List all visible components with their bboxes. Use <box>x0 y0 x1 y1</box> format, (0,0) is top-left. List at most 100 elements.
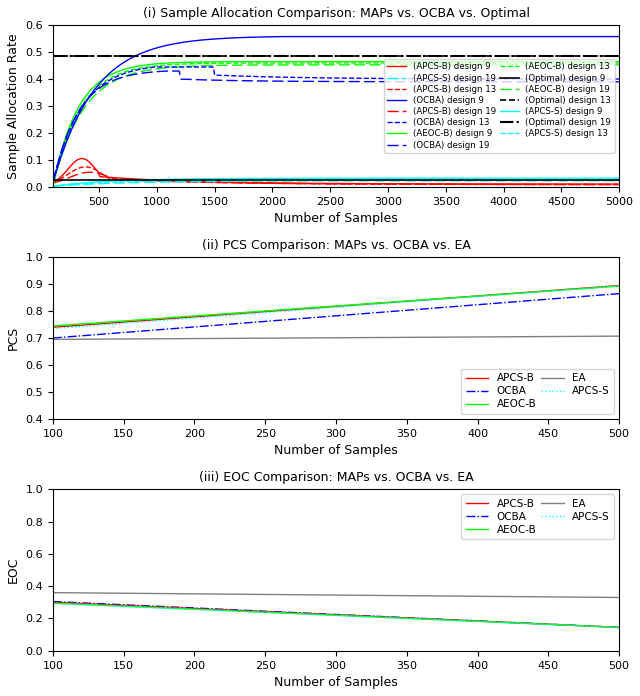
APCS-B <box>200 605 207 613</box>
Title: (iii) EOC Comparison: MAPs vs. OCBA vs. EA: (iii) EOC Comparison: MAPs vs. OCBA vs. … <box>198 471 474 484</box>
APCS-B <box>154 603 162 611</box>
EA <box>567 593 575 601</box>
APCS-S <box>154 604 162 612</box>
APCS-B <box>49 598 57 606</box>
APCS-B <box>615 623 623 631</box>
AEOC-B <box>567 621 575 629</box>
Y-axis label: EOC: EOC <box>7 557 20 583</box>
X-axis label: Number of Samples: Number of Samples <box>274 676 398 689</box>
AEOC-B <box>83 601 91 609</box>
APCS-S <box>200 606 207 614</box>
OCBA <box>615 290 623 298</box>
EA <box>154 590 162 598</box>
OCBA <box>49 334 57 342</box>
AEOC-B <box>567 285 575 294</box>
AEOC-B <box>49 322 57 330</box>
APCS-B <box>49 323 57 331</box>
OCBA <box>567 621 575 629</box>
AEOC-B <box>49 599 57 608</box>
AEOC-B <box>72 320 79 329</box>
EA <box>587 332 595 340</box>
APCS-B <box>200 312 207 320</box>
AEOC-B <box>615 282 623 290</box>
OCBA <box>567 293 575 301</box>
APCS-B <box>615 281 623 290</box>
AEOC-B <box>615 623 623 631</box>
APCS-S <box>587 622 595 631</box>
OCBA <box>587 622 595 631</box>
OCBA <box>72 599 79 607</box>
EA <box>587 593 595 601</box>
X-axis label: Number of Samples: Number of Samples <box>274 212 398 225</box>
Line: AEOC-B: AEOC-B <box>53 603 619 627</box>
APCS-S <box>83 601 91 609</box>
AEOC-B <box>587 622 595 631</box>
APCS-S <box>49 599 57 608</box>
OCBA <box>72 332 79 340</box>
APCS-S <box>567 285 575 294</box>
EA <box>567 332 575 340</box>
APCS-B <box>83 600 91 608</box>
AEOC-B <box>83 319 91 328</box>
Title: (i) Sample Allocation Comparison: MAPs vs. OCBA vs. Optimal: (i) Sample Allocation Comparison: MAPs v… <box>143 7 529 20</box>
AEOC-B <box>200 311 207 319</box>
EA <box>72 589 79 597</box>
AEOC-B <box>72 600 79 608</box>
APCS-S <box>72 601 79 609</box>
APCS-S <box>200 313 207 322</box>
APCS-B <box>154 315 162 324</box>
APCS-S <box>615 282 623 290</box>
EA <box>83 589 91 597</box>
APCS-B <box>83 321 91 329</box>
OCBA <box>587 292 595 300</box>
OCBA <box>83 331 91 340</box>
OCBA <box>200 604 207 612</box>
APCS-B <box>587 622 595 631</box>
EA <box>72 335 79 343</box>
APCS-S <box>587 284 595 292</box>
OCBA <box>154 602 162 610</box>
APCS-S <box>567 622 575 630</box>
Line: EA: EA <box>53 336 619 340</box>
EA <box>49 588 57 596</box>
APCS-B <box>567 621 575 629</box>
AEOC-B <box>154 603 162 612</box>
OCBA <box>154 326 162 334</box>
OCBA <box>200 322 207 331</box>
Y-axis label: PCS: PCS <box>7 326 20 350</box>
APCS-S <box>83 322 91 330</box>
APCS-S <box>72 323 79 331</box>
Legend: APCS-B, OCBA, AEOC-B, EA, APCS-S: APCS-B, OCBA, AEOC-B, EA, APCS-S <box>461 369 614 413</box>
AEOC-B <box>200 606 207 614</box>
AEOC-B <box>587 284 595 292</box>
EA <box>200 590 207 598</box>
Title: (ii) PCS Comparison: MAPs vs. OCBA vs. EA: (ii) PCS Comparison: MAPs vs. OCBA vs. E… <box>202 239 470 252</box>
APCS-B <box>72 599 79 608</box>
OCBA <box>49 597 57 606</box>
EA <box>83 335 91 343</box>
Line: OCBA: OCBA <box>53 601 619 627</box>
EA <box>615 593 623 601</box>
OCBA <box>615 623 623 631</box>
AEOC-B <box>154 315 162 323</box>
Line: APCS-B: APCS-B <box>53 602 619 627</box>
Line: AEOC-B: AEOC-B <box>53 286 619 326</box>
EA <box>49 335 57 344</box>
Line: APCS-B: APCS-B <box>53 285 619 327</box>
APCS-B <box>587 283 595 292</box>
Line: APCS-S: APCS-S <box>53 603 619 628</box>
Legend: APCS-B, OCBA, AEOC-B, EA, APCS-S: APCS-B, OCBA, AEOC-B, EA, APCS-S <box>461 494 614 539</box>
Line: EA: EA <box>53 592 619 597</box>
EA <box>200 334 207 342</box>
Legend: (APCS-B) design 9, (APCS-S) design 19, (APCS-B) design 13, (OCBA) design 9, (APC: (APCS-B) design 9, (APCS-S) design 19, (… <box>383 59 615 153</box>
APCS-S <box>49 324 57 333</box>
Line: OCBA: OCBA <box>53 294 619 338</box>
APCS-S <box>615 624 623 632</box>
APCS-B <box>72 322 79 330</box>
Y-axis label: Sample Allocation Rate: Sample Allocation Rate <box>7 33 20 179</box>
Line: APCS-S: APCS-S <box>53 286 619 329</box>
EA <box>615 332 623 340</box>
APCS-B <box>567 285 575 293</box>
APCS-S <box>154 317 162 325</box>
EA <box>154 335 162 343</box>
